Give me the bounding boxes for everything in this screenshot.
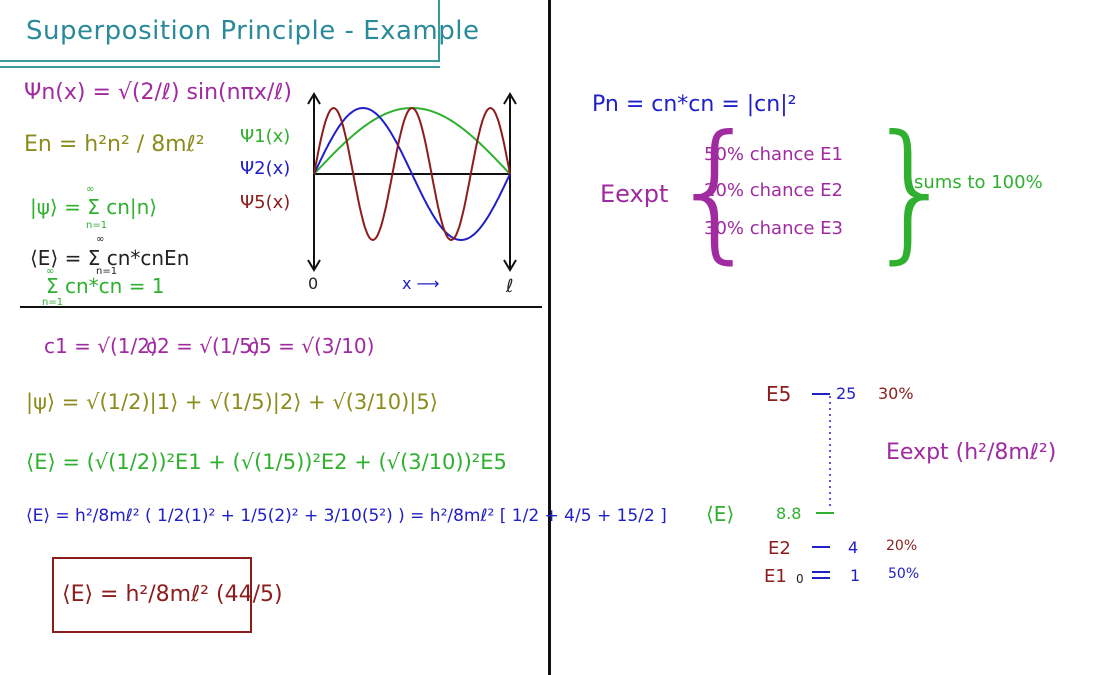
psi-n-equation: Ψn(x) = √(2/ℓ) sin(nπx/ℓ) <box>24 80 292 105</box>
psi1-curve <box>313 107 511 175</box>
coefficient-c1: c1 = √(1/2) <box>44 334 158 358</box>
eexpt-units-label: Eexpt (h²/8mℓ²) <box>886 440 1057 465</box>
vertical-divider <box>548 0 551 675</box>
page-title: Superposition Principle - Example <box>26 16 480 46</box>
chance-e1: 50% chance E1 <box>704 144 843 165</box>
sum-lower-limit-3: n=1 <box>42 297 64 308</box>
x-axis-end-label: ℓ <box>506 276 514 297</box>
legend-psi1: Ψ1(x) <box>240 126 291 147</box>
sum-upper-limit-1: ∞ <box>86 184 95 195</box>
normalization-equation: Σ cn*cn = 1 <box>46 274 165 298</box>
level-e1-zero: 0 <box>796 572 804 586</box>
level-e2-label: E2 <box>768 538 791 559</box>
level-e2-value: 4 <box>848 538 859 557</box>
coefficient-c2: c2 = √(1/5) <box>146 334 260 358</box>
left-wall-arrow-up <box>307 92 321 105</box>
level-e1-label: E1 <box>764 566 787 587</box>
chance-e2: 20% chance E2 <box>704 180 843 201</box>
level-e5-label: E5 <box>766 382 792 406</box>
ket-equation: |ψ⟩ = Σ cn|n⟩ <box>30 195 158 219</box>
psi2-curve <box>313 106 511 242</box>
chance-e3: 30% chance E3 <box>704 218 843 239</box>
sum-lower-limit-1: n=1 <box>86 220 108 231</box>
title-box <box>0 0 440 62</box>
result-box <box>52 557 252 633</box>
eexpt-label: Eexpt <box>600 180 669 208</box>
title-underline <box>0 66 440 68</box>
expectation-result: ⟨E⟩ = h²/8mℓ² (44/5) <box>62 582 283 607</box>
sum-lower-limit-2: n=1 <box>96 266 118 277</box>
sum-upper-limit-3: ∞ <box>46 266 55 277</box>
legend-psi2: Ψ2(x) <box>240 158 291 179</box>
level-average-value: 8.8 <box>776 504 802 523</box>
level-average-label: ⟨E⟩ <box>706 502 735 526</box>
level-e2-percent: 20% <box>886 538 918 554</box>
legend-psi5: Ψ5(x) <box>240 192 291 213</box>
level-e1-percent: 50% <box>888 566 920 582</box>
right-wall-arrow-down <box>503 259 517 272</box>
coefficient-c5: c5 = √(3/10) <box>248 334 375 358</box>
level-e1-value: 1 <box>850 566 861 585</box>
left-brace-icon: { <box>668 104 764 278</box>
left-wall-arrow-down <box>307 259 321 272</box>
probability-equation: Pn = cn*cn = |cn|² <box>592 92 797 117</box>
wavefunction-plot <box>307 92 517 272</box>
energy-equation: En = h²n² / 8mℓ² <box>24 132 205 157</box>
sums-to-label: sums to 100% <box>914 172 1043 193</box>
psi5-curve <box>313 106 511 242</box>
x-axis-label: x ⟶ <box>402 274 440 293</box>
level-e5-percent: 30% <box>878 384 914 403</box>
right-wall-arrow-up <box>503 92 517 105</box>
state-expansion: |ψ⟩ = √(1/2)|1⟩ + √(1/5)|2⟩ + √(3/10)|5⟩ <box>26 390 438 414</box>
energy-level-diagram <box>812 393 834 579</box>
right-brace-icon: } <box>864 104 960 278</box>
sum-upper-limit-2: ∞ <box>96 234 105 245</box>
horizontal-divider <box>20 306 542 308</box>
expectation-step-1: ⟨E⟩ = (√(1/2))²E1 + (√(1/5))²E2 + (√(3/1… <box>26 450 507 474</box>
expectation-sum-equation: ⟨E⟩ = Σ cn*cnEn <box>30 246 190 270</box>
level-e5-value: 25 <box>836 384 857 403</box>
x-axis-start-label: 0 <box>308 274 319 293</box>
expectation-step-2: ⟨E⟩ = h²/8mℓ² ( 1/2(1)² + 1/5(2)² + 3/10… <box>26 506 667 526</box>
